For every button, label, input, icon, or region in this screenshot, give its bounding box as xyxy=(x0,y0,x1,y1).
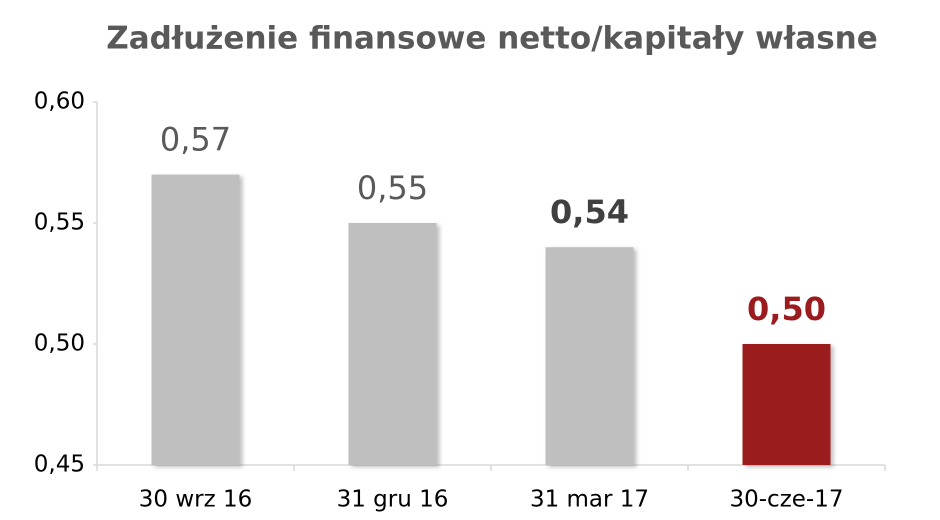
chart-title: Zadłużenie finansowe netto/kapitały włas… xyxy=(106,21,878,57)
bar xyxy=(742,344,831,465)
bar xyxy=(545,247,634,465)
y-tick-label: 0,50 xyxy=(34,331,85,357)
value-label: 0,55 xyxy=(357,169,428,207)
y-tick-label: 0,45 xyxy=(34,452,85,478)
y-tick-label: 0,60 xyxy=(34,89,85,115)
value-label: 0,50 xyxy=(747,290,826,328)
value-label: 0,54 xyxy=(550,193,629,231)
y-tick-label: 0,55 xyxy=(34,210,85,236)
x-tick-label: 30 wrz 16 xyxy=(139,487,253,513)
bar xyxy=(151,174,240,465)
bar xyxy=(348,223,437,465)
value-label: 0,57 xyxy=(160,121,231,159)
x-tick-label: 30-cze-17 xyxy=(729,487,843,513)
x-tick-label: 31 gru 16 xyxy=(337,487,449,513)
x-tick-label: 31 mar 17 xyxy=(530,487,649,513)
